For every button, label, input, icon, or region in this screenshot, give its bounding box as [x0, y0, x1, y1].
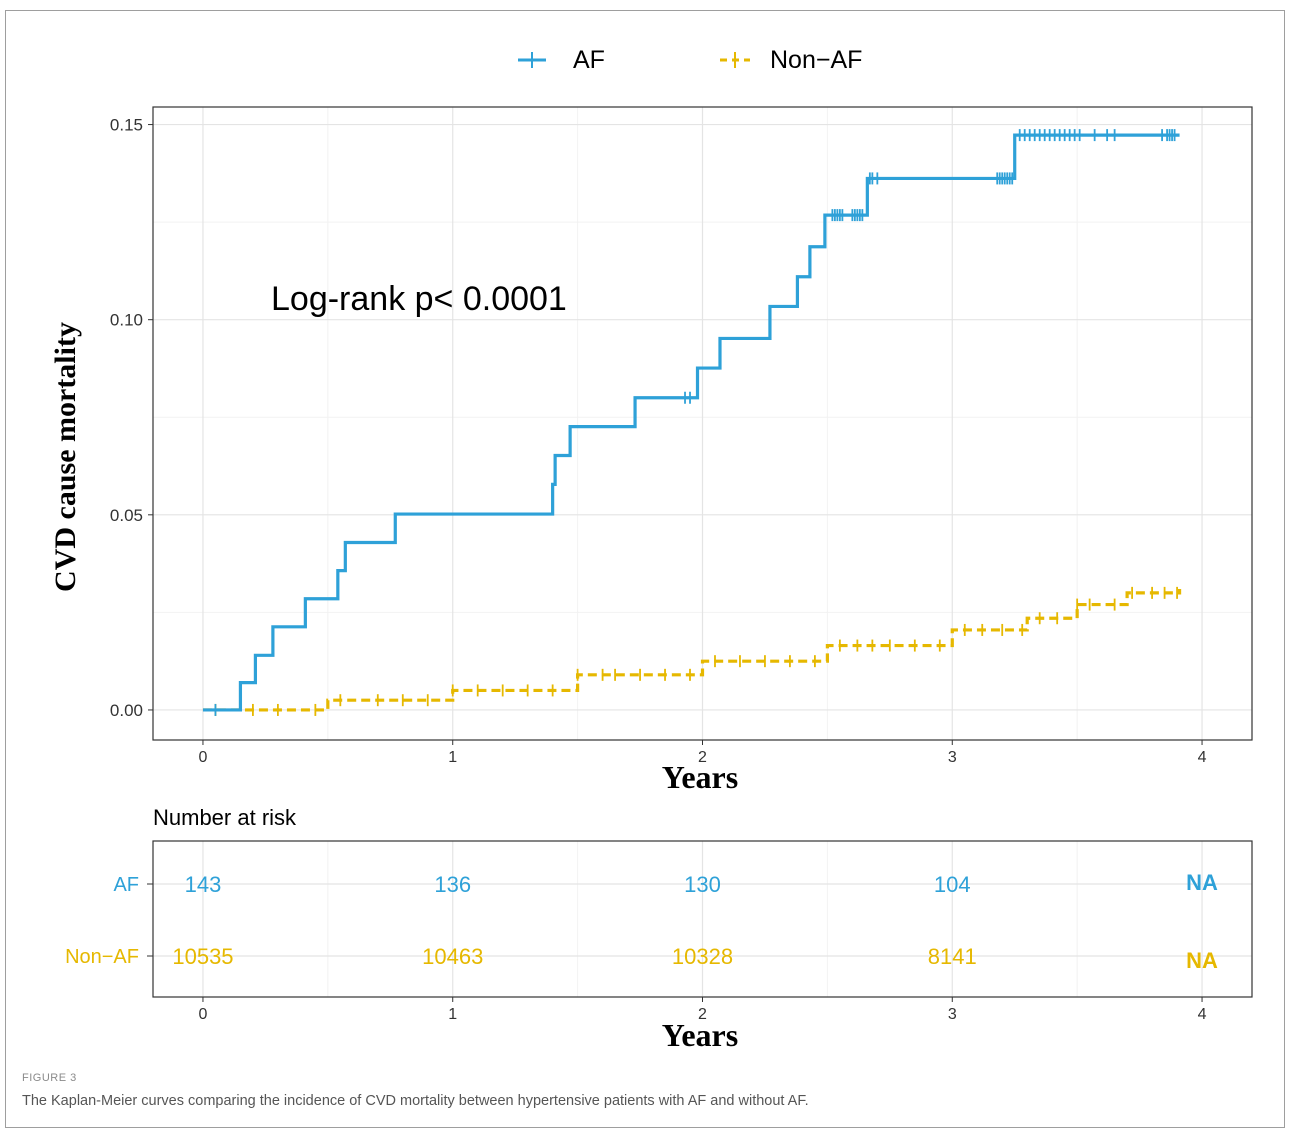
kaplan-meier-figure: AF Non−AF 0.00 0.05 0.10 0.15 0 1 2 3 4 Log-rank… [49, 46, 1253, 1053]
risk-row-label: AF [113, 874, 139, 896]
figure-frame [5, 10, 1285, 1128]
series-line-af [202, 133, 1180, 712]
risk-row-label: Non−AF [65, 946, 139, 968]
risk-x-axis-title: Years [662, 1017, 738, 1053]
risk-x-tick-label: 4 [1198, 1006, 1207, 1023]
legend-item-non-af: Non−AF [720, 46, 862, 74]
figure-label: FIGURE 3 [22, 1072, 77, 1084]
risk-cell: 136 [434, 872, 471, 897]
risk-x-tick-label: 1 [448, 1006, 457, 1023]
x-tick-label: 3 [948, 749, 957, 766]
risk-cell: 10463 [422, 944, 483, 969]
risk-cell: 10328 [672, 944, 733, 969]
x-tick-label: 1 [448, 749, 457, 766]
logrank-annotation: Log-rank p< 0.0001 [271, 280, 567, 318]
x-tick-label: 4 [1198, 749, 1207, 766]
x-tick-label: 2 [698, 749, 707, 766]
risk-x-tick-label: 0 [199, 1006, 208, 1023]
figure-caption: The Kaplan-Meier curves comparing the in… [22, 1093, 809, 1109]
risk-cell: 143 [185, 872, 222, 897]
y-tick-label: 0.10 [110, 311, 143, 330]
risk-cell: 10535 [172, 944, 233, 969]
risk-cell: 130 [684, 872, 721, 897]
x-tick-label: 0 [199, 749, 208, 766]
risk-grid [153, 841, 1252, 997]
risk-cell: 8141 [928, 944, 977, 969]
legend: AF Non−AF [518, 46, 862, 74]
risk-cell: NA [1186, 948, 1218, 973]
y-tick-label: 0.15 [110, 116, 143, 135]
risk-cell: NA [1186, 870, 1218, 895]
risk-x-tick-label: 3 [948, 1006, 957, 1023]
survival-plot: 0.00 0.05 0.10 0.15 0 1 2 3 4 Log-rank p< 0.0001… [49, 106, 1253, 795]
risk-x-tick-label: 2 [698, 1006, 707, 1023]
risk-table-title: Number at risk [153, 805, 297, 830]
legend-label-af: AF [573, 46, 605, 74]
grid [153, 107, 1252, 740]
legend-label-non-af: Non−AF [770, 46, 862, 74]
x-axis-title: Years [662, 759, 738, 795]
y-axis-title: CVD cause mortality [49, 322, 82, 592]
y-tick-label: 0.00 [110, 701, 143, 720]
axis-ticks: 0.00 0.05 0.10 0.15 0 1 2 3 4 [110, 116, 1207, 766]
legend-item-af: AF [518, 46, 605, 74]
risk-cell: 104 [934, 872, 971, 897]
series-line-non-af [202, 588, 1182, 712]
y-tick-label: 0.05 [110, 506, 143, 525]
series-layer [202, 129, 1182, 716]
